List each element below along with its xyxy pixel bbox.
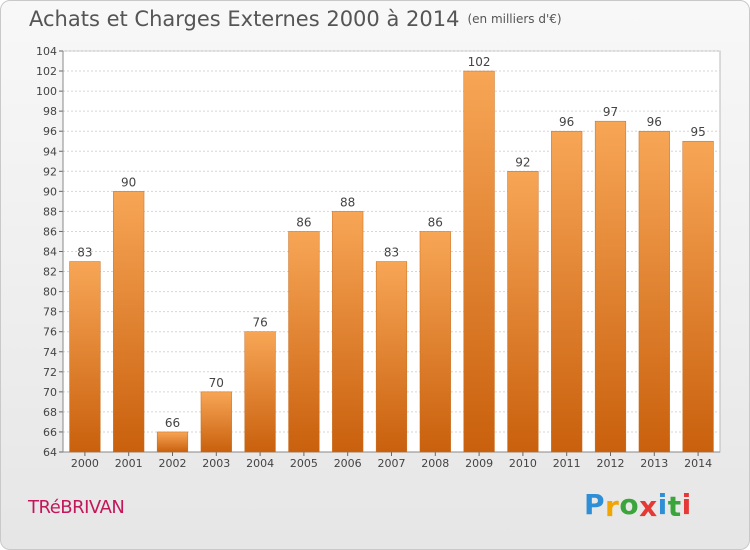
logo-letter: x [639, 490, 658, 523]
y-tick-label: 100 [36, 85, 57, 98]
bar-2010 [507, 171, 539, 453]
x-tick-label-2006: 2006 [334, 457, 362, 470]
data-labels: 83 90 66 70 76 86 88 83 86 102 92 96 97 96 95 [77, 55, 705, 430]
x-tick-label-2011: 2011 [553, 457, 581, 470]
x-tick-label-2007: 2007 [378, 457, 406, 470]
data-label-2014: 95 [690, 125, 705, 139]
data-label-2011: 96 [559, 115, 574, 129]
data-label-2004: 76 [252, 316, 267, 330]
y-tick-label: 74 [43, 346, 57, 359]
bar-2001 [113, 191, 145, 453]
data-label-2006: 88 [340, 195, 355, 209]
y-tick-label: 88 [43, 205, 57, 218]
y-tick-label: 104 [36, 45, 57, 58]
y-tick-label: 84 [43, 246, 57, 259]
data-label-2008: 86 [428, 215, 443, 229]
x-tick-label-2000: 2000 [71, 457, 99, 470]
y-tick-label: 86 [43, 225, 57, 238]
data-label-2005: 86 [296, 215, 311, 229]
logo-letter: t [667, 490, 682, 523]
y-tick-label: 68 [43, 406, 57, 419]
commune-name: TRéBRIVAN [28, 497, 125, 518]
y-tick-label: 72 [43, 366, 57, 379]
axes: 64 66 68 70 72 74 76 78 80 82 84 86 88 90 92 94 96 98 100 1… [36, 45, 720, 470]
logo-letter: o [619, 488, 640, 521]
x-tick-label-2003: 2003 [202, 457, 230, 470]
x-tick-label-2004: 2004 [246, 457, 274, 470]
logo-letter: r [605, 490, 620, 523]
y-tick-label: 92 [43, 165, 57, 178]
x-tick-label-2005: 2005 [290, 457, 318, 470]
x-tick-label-2012: 2012 [597, 457, 625, 470]
bar-2006 [332, 211, 364, 453]
bar-2013 [638, 130, 670, 453]
y-tick-label: 102 [36, 65, 57, 78]
x-tick-label-2014: 2014 [684, 457, 712, 470]
chart-title: Achats et Charges Externes 2000 à 2014 (e… [29, 7, 562, 31]
bars [69, 70, 714, 453]
proxiti-logo[interactable]: Proxiti [584, 488, 692, 523]
data-label-2007: 83 [384, 246, 399, 260]
bar-2014 [682, 140, 714, 453]
title-unit: (en milliers d'€) [467, 12, 562, 26]
data-label-2010: 92 [515, 155, 530, 169]
data-label-2009: 102 [468, 55, 491, 69]
bar-2003 [200, 391, 232, 453]
y-tick-label: 64 [43, 446, 57, 459]
y-tick-label: 94 [43, 145, 57, 158]
x-tick-label-2002: 2002 [159, 457, 187, 470]
bar-2002 [156, 431, 189, 453]
logo-letter: P [584, 488, 606, 521]
y-tick-label: 96 [43, 125, 57, 138]
x-tick-label-2008: 2008 [421, 457, 449, 470]
bar-2004 [244, 331, 276, 453]
x-tick-label-2001: 2001 [115, 457, 143, 470]
x-tick-label-2013: 2013 [640, 457, 668, 470]
bar-2005 [288, 231, 320, 453]
data-label-2001: 90 [121, 175, 136, 189]
y-tick-label: 66 [43, 426, 57, 439]
bar-2007 [375, 261, 408, 453]
y-tick-label: 80 [43, 286, 57, 299]
logo-letter: i [657, 488, 668, 521]
y-tick-label: 98 [43, 105, 57, 118]
x-tick-label-2009: 2009 [465, 457, 493, 470]
data-label-2000: 83 [77, 246, 92, 260]
bar-2009 [463, 70, 495, 453]
y-tick-label: 90 [43, 185, 57, 198]
y-tick-label: 76 [43, 326, 57, 339]
bar-2000 [69, 261, 101, 453]
title-text: Achats et Charges Externes 2000 à 2014 [29, 7, 460, 31]
y-tick-label: 78 [43, 306, 57, 319]
data-label-2002: 66 [165, 416, 180, 430]
bar-2008 [419, 231, 451, 453]
y-tick-label: 70 [43, 386, 57, 399]
bar-2012 [594, 120, 627, 453]
bar-2011 [551, 130, 583, 453]
x-tick-label-2010: 2010 [509, 457, 537, 470]
data-label-2013: 96 [647, 115, 662, 129]
logo-letter: i [681, 488, 692, 521]
y-tick-label: 82 [43, 266, 57, 279]
data-label-2003: 70 [209, 376, 224, 390]
data-label-2012: 97 [603, 105, 618, 119]
